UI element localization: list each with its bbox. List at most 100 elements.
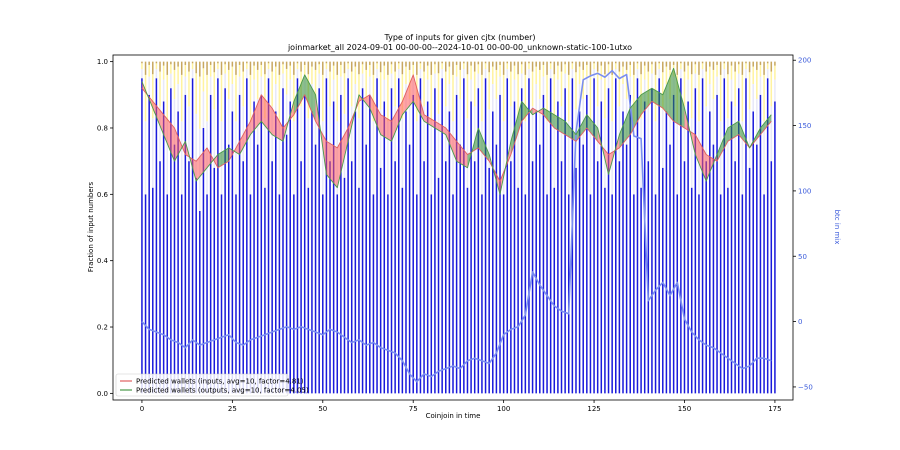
bar-segment <box>466 74 469 119</box>
bar-segment <box>499 94 501 394</box>
bar-segment <box>448 66 451 85</box>
y-right-tick-label: 150 <box>798 122 811 130</box>
bar-segment <box>452 74 454 122</box>
series-line-inputs <box>141 74 772 182</box>
bar-segment <box>586 61 588 65</box>
bar-segment <box>596 71 599 107</box>
y-tick-label: 0.0 <box>97 390 108 398</box>
bar-segment <box>662 61 664 73</box>
bar-segment <box>340 76 342 95</box>
bar-segment <box>260 76 263 95</box>
bar-segment <box>727 118 729 188</box>
bar-segment <box>513 101 516 394</box>
bar-segment <box>227 144 230 394</box>
bar-segment <box>220 61 223 75</box>
bar-segment <box>748 61 751 73</box>
bar-segment <box>716 76 718 95</box>
bar-segment <box>397 69 400 79</box>
bar-segment <box>311 66 313 85</box>
bar-segment <box>242 71 244 107</box>
y-axis-label: Fraction of input numbers <box>87 181 95 272</box>
bar-segment <box>249 194 252 394</box>
bar-segment <box>531 71 534 107</box>
bar-segment <box>166 194 169 394</box>
bar-segment <box>195 61 197 74</box>
bar-segment <box>506 61 509 64</box>
bar-segment <box>448 84 451 112</box>
bar-segment <box>499 76 501 95</box>
bar-segment <box>694 88 697 394</box>
bar-segment <box>224 88 226 394</box>
bar-segment <box>502 61 505 75</box>
bar-segment <box>141 63 143 70</box>
bar-segment <box>293 121 295 195</box>
bar-segment <box>698 61 700 75</box>
x-tick-label: 25 <box>228 405 237 413</box>
bar-segment <box>180 61 183 75</box>
bar-segment <box>564 88 566 394</box>
bar-segment <box>745 63 747 70</box>
fill-between-segment <box>445 127 457 162</box>
bar-segment <box>426 65 429 80</box>
bar-segment <box>365 69 367 99</box>
fill-between-segment <box>304 74 316 122</box>
bar-segment <box>683 71 686 107</box>
bar-segment <box>589 74 592 122</box>
bar-segment <box>332 65 335 80</box>
bar-segment <box>672 94 675 394</box>
bar-segment <box>275 84 277 112</box>
bar-segment <box>322 194 324 394</box>
bar-segment <box>571 63 574 70</box>
bar-segment <box>770 61 773 72</box>
bar-segment <box>549 69 552 79</box>
bar-segment <box>571 61 574 64</box>
bar-segment <box>350 61 353 72</box>
bar-segment <box>217 69 219 79</box>
bar-segment <box>687 101 689 394</box>
bar-segment <box>405 61 407 67</box>
bar-segment <box>242 161 244 394</box>
bar-segment <box>303 94 306 394</box>
bar-segment <box>289 65 291 80</box>
bar-segment <box>766 69 769 79</box>
bar-segment <box>756 144 758 394</box>
bar-segment <box>329 71 331 107</box>
bar-segment <box>680 61 682 64</box>
fill-between-segment <box>510 101 522 155</box>
bar-segment <box>492 61 494 67</box>
bar-segment <box>231 84 234 112</box>
bar-segment <box>253 65 255 80</box>
bar-segment <box>553 74 556 119</box>
legend: Predicted wallets (inputs, avg=10, facto… <box>115 373 309 397</box>
bar-segment <box>412 94 414 394</box>
bar-segment <box>202 91 205 128</box>
bar-segment <box>636 69 639 79</box>
bar-segment <box>148 76 150 95</box>
bar-segment <box>372 121 375 195</box>
bar-segment <box>209 64 212 77</box>
bar-segment <box>235 74 237 122</box>
bar-segment <box>506 78 509 394</box>
bar-segment <box>314 144 317 394</box>
bar-segment <box>397 61 400 64</box>
bar-segment <box>173 69 176 99</box>
bar-segment <box>719 194 722 394</box>
bar-segment <box>354 66 357 85</box>
bar-segment <box>267 61 270 64</box>
bar-segment <box>238 94 241 394</box>
bar-segment <box>680 69 682 79</box>
bar-segment <box>586 94 588 394</box>
fill-between-segment <box>326 141 338 188</box>
bar-segment <box>271 61 273 72</box>
bar-segment <box>687 61 689 66</box>
bar-segment <box>651 61 653 65</box>
bar-segment <box>680 78 682 394</box>
bar-segment <box>159 106 161 162</box>
bar-segment <box>159 161 161 394</box>
bar-segment <box>358 118 360 188</box>
bar-segment <box>322 121 324 195</box>
bar-segment <box>520 64 523 74</box>
bar-segment <box>318 73 320 89</box>
legend-box <box>115 373 289 397</box>
bar-segment <box>256 61 259 70</box>
